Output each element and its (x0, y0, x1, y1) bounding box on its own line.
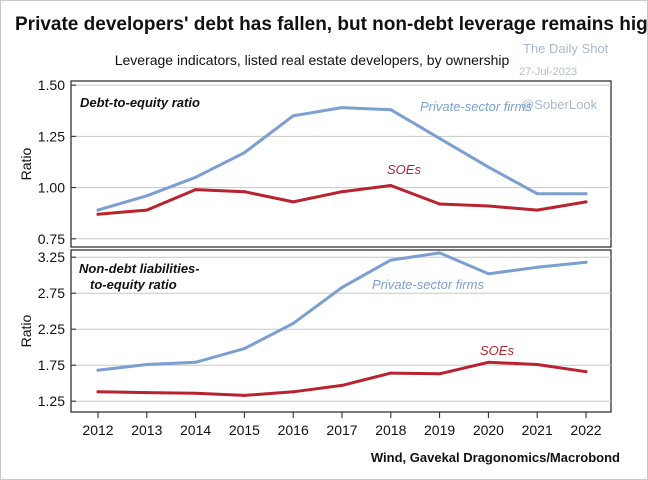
top-private-point (96, 208, 100, 212)
top-private-point (291, 114, 295, 118)
top-soe-point (486, 204, 490, 208)
chart-title: Private developers' debt has fallen, but… (15, 14, 647, 35)
bottom-soe-point (535, 362, 539, 366)
bottom-y-axis-label: Ratio (18, 314, 34, 347)
bottom-soe-series-label: SOEs (480, 343, 514, 358)
bottom-soe-point (291, 390, 295, 394)
watermark-handle: @SoberLook (521, 97, 598, 112)
top-panel-grid: 0.75 1.00 1.25 1.50 (38, 77, 611, 247)
bottom-soe-point (340, 383, 344, 387)
bottom-private-series-label: Private-sector firms (372, 277, 484, 292)
bottom-private-point (389, 258, 393, 262)
x-tick-label: 2014 (180, 422, 211, 438)
top-panel-series (96, 106, 588, 216)
top-y-axis-label: Ratio (18, 147, 34, 180)
watermark-date: 27-Jul-2023 (519, 66, 577, 78)
top-y-tick-label: 1.50 (38, 77, 65, 93)
top-soe-point (242, 190, 246, 194)
top-private-point (535, 192, 539, 196)
bottom-soe-point (194, 391, 198, 395)
top-private-point (340, 106, 344, 110)
x-axis-ticks: 2012 2013 2014 2015 2016 2017 2018 2019 2020 2021… (82, 412, 602, 438)
top-soe-point (438, 202, 442, 206)
top-private-series-label: Private-sector firms (420, 99, 532, 114)
bottom-private-point (486, 272, 490, 276)
x-tick-label: 2013 (131, 422, 162, 438)
top-soe-point (96, 212, 100, 216)
top-y-tick-label: 1.00 (38, 180, 65, 196)
bottom-soe-point (145, 391, 149, 395)
bottom-panel-title-line-2: to-equity ratio (90, 277, 177, 292)
bottom-private-point (242, 347, 246, 351)
bottom-soe-line (96, 360, 588, 397)
top-soe-point (291, 200, 295, 204)
x-tick-label: 2020 (473, 422, 504, 438)
bottom-private-point (145, 362, 149, 366)
watermark-brand: The Daily Shot (523, 41, 609, 56)
bottom-private-point (535, 265, 539, 269)
x-tick-label: 2018 (375, 422, 406, 438)
bottom-soe-point (486, 360, 490, 364)
top-private-point (389, 108, 393, 112)
chart-source: Wind, Gavekal Dragonomics/Macrobond (371, 450, 620, 465)
x-tick-label: 2017 (326, 422, 357, 438)
x-tick-label: 2019 (424, 422, 455, 438)
bottom-soe-point (389, 371, 393, 375)
bottom-soe-point (242, 393, 246, 397)
bottom-y-tick-label: 1.25 (38, 393, 65, 409)
top-soe-point (535, 208, 539, 212)
bottom-private-point (291, 321, 295, 325)
bottom-soe-point (96, 390, 100, 394)
top-private-point (438, 136, 442, 140)
top-soe-series-label: SOEs (387, 162, 421, 177)
bottom-y-tick-label: 2.75 (38, 285, 65, 301)
top-y-tick-label: 0.75 (38, 231, 65, 247)
bottom-soe-point (584, 370, 588, 374)
x-tick-label: 2015 (229, 422, 260, 438)
x-tick-label: 2022 (570, 422, 601, 438)
x-tick-label: 2016 (278, 422, 309, 438)
x-tick-label: 2021 (522, 422, 553, 438)
bottom-y-tick-label: 1.75 (38, 357, 65, 373)
top-soe-point (584, 200, 588, 204)
bottom-private-point (96, 368, 100, 372)
top-soe-point (145, 208, 149, 212)
top-private-point (242, 151, 246, 155)
top-private-point (486, 165, 490, 169)
bottom-panel-frame (70, 249, 612, 413)
bottom-soe-point (438, 372, 442, 376)
top-panel-frame (70, 80, 612, 248)
bottom-private-point (194, 360, 198, 364)
top-private-point (584, 192, 588, 196)
top-soe-line (96, 184, 588, 216)
top-panel-title: Debt-to-equity ratio (80, 95, 200, 110)
bottom-private-point (340, 285, 344, 289)
bottom-panel-series (96, 251, 588, 397)
bottom-private-point (438, 251, 442, 255)
top-private-point (194, 175, 198, 179)
top-private-point (145, 194, 149, 198)
x-tick-label: 2012 (82, 422, 113, 438)
bottom-panel-title-line-1: Non-debt liabilities- (79, 261, 200, 276)
top-private-line (96, 106, 588, 212)
bottom-y-tick-label: 2.25 (38, 321, 65, 337)
top-soe-point (340, 190, 344, 194)
chart-subtitle: Leverage indicators, listed real estate … (115, 52, 510, 68)
top-soe-point (389, 184, 393, 188)
bottom-y-tick-label: 3.25 (38, 249, 65, 265)
top-y-tick-label: 1.25 (38, 128, 65, 144)
top-soe-point (194, 188, 198, 192)
bottom-private-point (584, 260, 588, 264)
